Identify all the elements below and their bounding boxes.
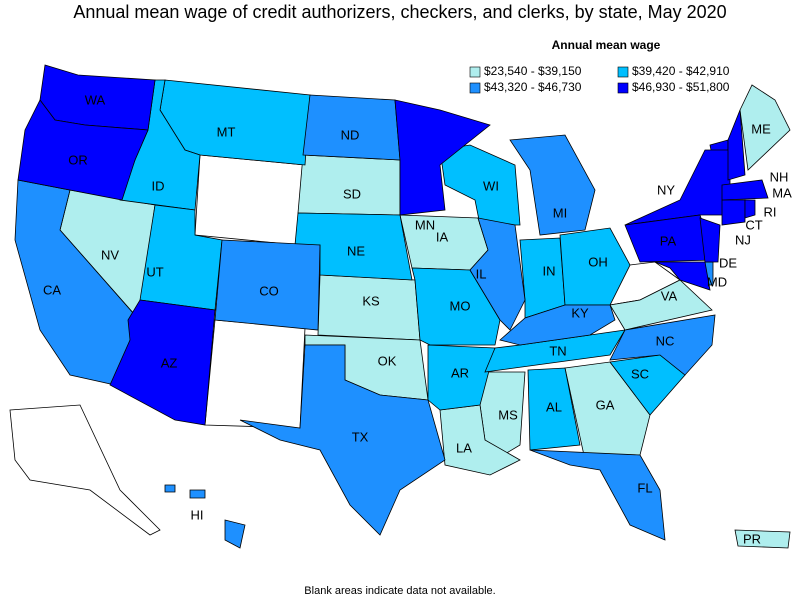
state <box>109 299 216 426</box>
state <box>699 217 721 263</box>
state-label: TX <box>352 429 369 444</box>
state <box>654 261 711 291</box>
state-label: ND <box>341 127 360 142</box>
state-label: WI <box>483 178 499 193</box>
legend-swatch <box>617 82 629 94</box>
state-label: NH <box>770 169 789 184</box>
state <box>744 199 756 219</box>
state <box>721 199 746 226</box>
state-label: MI <box>553 205 567 220</box>
legend-label: $39,420 - $42,910 <box>632 64 730 78</box>
state <box>224 519 246 549</box>
legend-label: $23,540 - $39,150 <box>484 64 582 78</box>
state-label: OK <box>378 353 397 368</box>
state <box>739 84 791 171</box>
state <box>624 149 731 226</box>
state <box>394 99 491 216</box>
state-blank <box>9 404 161 536</box>
state <box>297 154 401 216</box>
state <box>214 239 321 331</box>
legend-title: Annual mean wage <box>552 38 661 52</box>
state-label: HI <box>191 507 204 522</box>
state-label: CO <box>259 283 279 298</box>
state-label: SD <box>343 186 361 201</box>
state-label: GA <box>596 397 615 412</box>
state <box>527 367 581 451</box>
state <box>727 109 746 181</box>
state-label: UT <box>146 264 163 279</box>
state-label: OR <box>68 152 88 167</box>
state-label: MO <box>450 298 471 313</box>
state-label: NY <box>657 182 675 197</box>
states <box>9 64 791 549</box>
state-label: AL <box>546 399 562 414</box>
state <box>609 314 716 376</box>
state-label: SC <box>631 366 649 381</box>
state-label: MA <box>772 185 792 200</box>
legend-label: $46,930 - $51,800 <box>632 80 730 94</box>
state-label: MN <box>415 217 435 232</box>
state-label: MT <box>217 124 236 139</box>
state-label: MD <box>707 274 727 289</box>
state-label: TN <box>549 343 566 358</box>
state-label: ID <box>152 178 165 193</box>
state-label: IL <box>476 266 487 281</box>
state-label: IN <box>543 263 556 278</box>
state <box>509 134 596 236</box>
state-label: NE <box>347 243 365 258</box>
state <box>164 484 176 493</box>
state-label: CT <box>745 217 762 232</box>
state-label: IA <box>436 229 449 244</box>
map-title: Annual mean wage of credit authorizers, … <box>73 2 726 22</box>
legend-label: $43,320 - $46,730 <box>484 80 582 94</box>
state <box>499 304 616 346</box>
state <box>469 217 526 331</box>
state <box>564 361 651 461</box>
state-label: VA <box>661 288 678 303</box>
state-label: LA <box>456 440 472 455</box>
state-label: FL <box>637 480 652 495</box>
state-label: KY <box>571 305 589 320</box>
state <box>439 144 521 226</box>
state-label: NC <box>656 333 675 348</box>
legend-swatch <box>469 82 481 94</box>
state-blank <box>194 154 306 246</box>
state <box>239 344 446 536</box>
state <box>529 449 666 541</box>
state-label: AZ <box>161 355 178 370</box>
state-blank <box>204 319 306 429</box>
state <box>559 227 631 306</box>
state-label: ME <box>751 121 771 136</box>
legend-swatch <box>469 66 481 78</box>
state-label: RI <box>764 204 777 219</box>
legend-swatch <box>617 66 629 78</box>
state <box>17 99 149 201</box>
state-label: PA <box>660 233 677 248</box>
state <box>427 344 496 411</box>
state <box>721 179 769 201</box>
state-label: CA <box>43 282 61 297</box>
state <box>189 489 206 499</box>
state-label: WA <box>85 92 106 107</box>
footnote: Blank areas indicate data not available. <box>304 585 495 597</box>
state-label: PR <box>743 531 761 546</box>
state-label: NV <box>101 247 119 262</box>
state-label: NJ <box>735 232 751 247</box>
state-label: OH <box>588 254 608 269</box>
state-label: KS <box>362 293 380 308</box>
state-label: AR <box>451 365 469 380</box>
state <box>734 529 791 549</box>
state-label: MS <box>498 407 518 422</box>
state-label: DE <box>719 255 737 270</box>
state <box>609 279 713 331</box>
